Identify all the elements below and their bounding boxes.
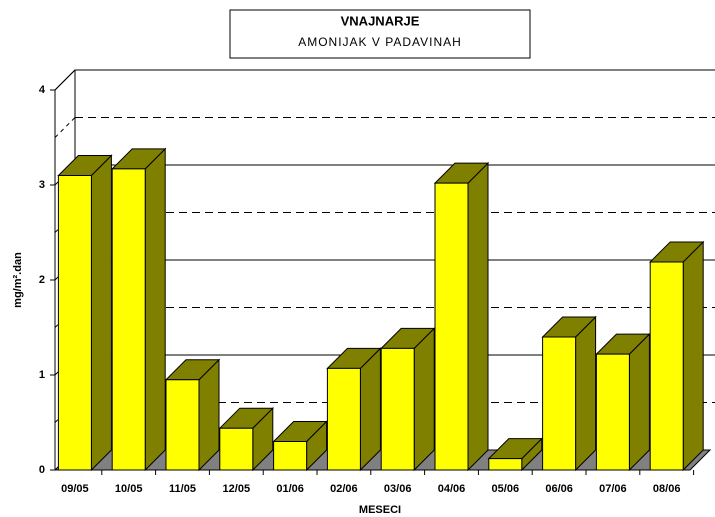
bar [648, 240, 705, 472]
x-tick-label: 03/06 [384, 483, 412, 495]
y-tick-label: 0 [39, 464, 45, 476]
bar-front [219, 427, 254, 471]
bar-side [144, 147, 166, 472]
bar [164, 358, 221, 472]
y-tick-label: 1 [39, 369, 45, 381]
bar [110, 147, 167, 472]
y-tick-label: 2 [39, 274, 45, 286]
x-tick-label: 05/06 [492, 483, 520, 495]
bar [595, 332, 651, 472]
bar [218, 406, 275, 472]
bar-front [542, 336, 577, 471]
bar [272, 420, 328, 472]
y-axis-label: mg/m².dan [12, 252, 24, 308]
chart-subtitle: AMONIJAK V PADAVINAH [298, 35, 462, 49]
x-tick-label: 10/05 [115, 483, 143, 495]
x-tick-label: 01/06 [276, 483, 304, 495]
x-tick-label: 02/06 [330, 483, 358, 495]
bar-front [488, 458, 523, 471]
bar-front [57, 175, 92, 471]
bar-front [380, 347, 415, 471]
minor-grid-line-side [54, 117, 76, 138]
y-tick-label: 3 [39, 179, 45, 191]
x-tick-label: 09/05 [61, 483, 89, 495]
bar-front [165, 379, 200, 471]
bar [541, 315, 597, 472]
bar-side [359, 347, 381, 472]
x-tick-label: 07/06 [599, 483, 627, 495]
bar-front [326, 367, 361, 471]
x-tick-label: 12/05 [223, 483, 251, 495]
bar-side [467, 161, 489, 472]
bar-front [649, 261, 684, 471]
bar-side [90, 154, 112, 472]
bar [433, 161, 490, 472]
bar [487, 437, 544, 472]
title-box [229, 9, 531, 59]
x-tick-label: 04/06 [438, 483, 466, 495]
bar [379, 327, 436, 472]
bar-side [575, 315, 597, 472]
x-tick-label: 11/05 [169, 483, 196, 495]
x-tick-label: 06/06 [545, 483, 573, 495]
bar-front [434, 182, 469, 471]
bar-front [595, 353, 630, 471]
bar [57, 154, 113, 472]
bar-side [682, 240, 704, 472]
grid-line-side [54, 69, 76, 91]
bar-side [628, 332, 650, 472]
y-tick-label: 4 [39, 84, 46, 96]
bar-side [413, 327, 435, 472]
x-axis-label: MESECI [359, 504, 401, 516]
bar-front [273, 441, 308, 471]
x-tick-label: 08/06 [653, 483, 681, 495]
bar-front [111, 168, 146, 471]
chart-title: VNAJNARJE [341, 13, 420, 28]
bar [326, 347, 382, 472]
